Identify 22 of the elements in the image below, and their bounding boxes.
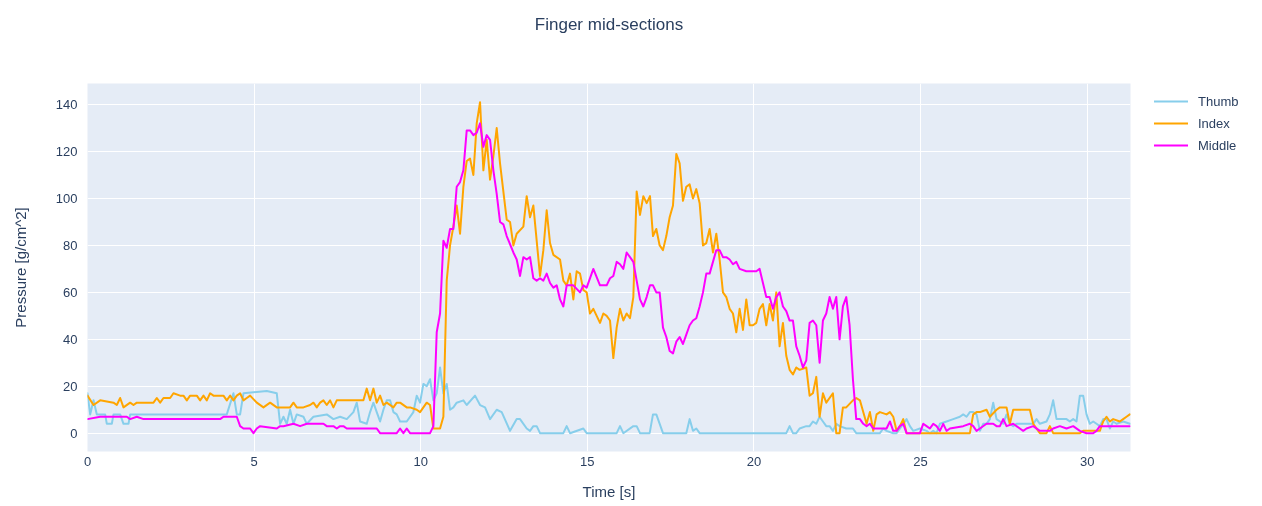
- y-tick-label: 60: [63, 284, 78, 300]
- chart-title: Finger mid-sections: [534, 14, 684, 34]
- x-tick-label: 15: [580, 453, 595, 469]
- x-tick-label: 5: [250, 453, 258, 469]
- legend-label: Middle: [1198, 136, 1237, 155]
- legend-label: Index: [1198, 114, 1230, 133]
- x-tick-label: 10: [413, 453, 428, 469]
- y-tick-label: 80: [63, 237, 78, 253]
- x-tick-label: 20: [746, 453, 762, 469]
- line-series: [87, 366, 1131, 435]
- y-tick-label: 140: [55, 97, 78, 113]
- y-tick-label: 40: [63, 331, 78, 347]
- x-tick-label: 0: [83, 453, 92, 469]
- y-tick-label: 20: [63, 378, 78, 394]
- legend-label: Thumb: [1198, 92, 1239, 111]
- y-tick-label: 100: [55, 191, 78, 206]
- y-tick-label: 120: [55, 144, 78, 160]
- y-axis-title: Pressure [g/cm^2]: [11, 207, 29, 328]
- x-tick-label: 25: [913, 453, 928, 469]
- x-axis-title: Time [s]: [582, 482, 636, 500]
- y-tick-label: 0: [70, 425, 78, 441]
- x-tick-label: 30: [1079, 453, 1095, 469]
